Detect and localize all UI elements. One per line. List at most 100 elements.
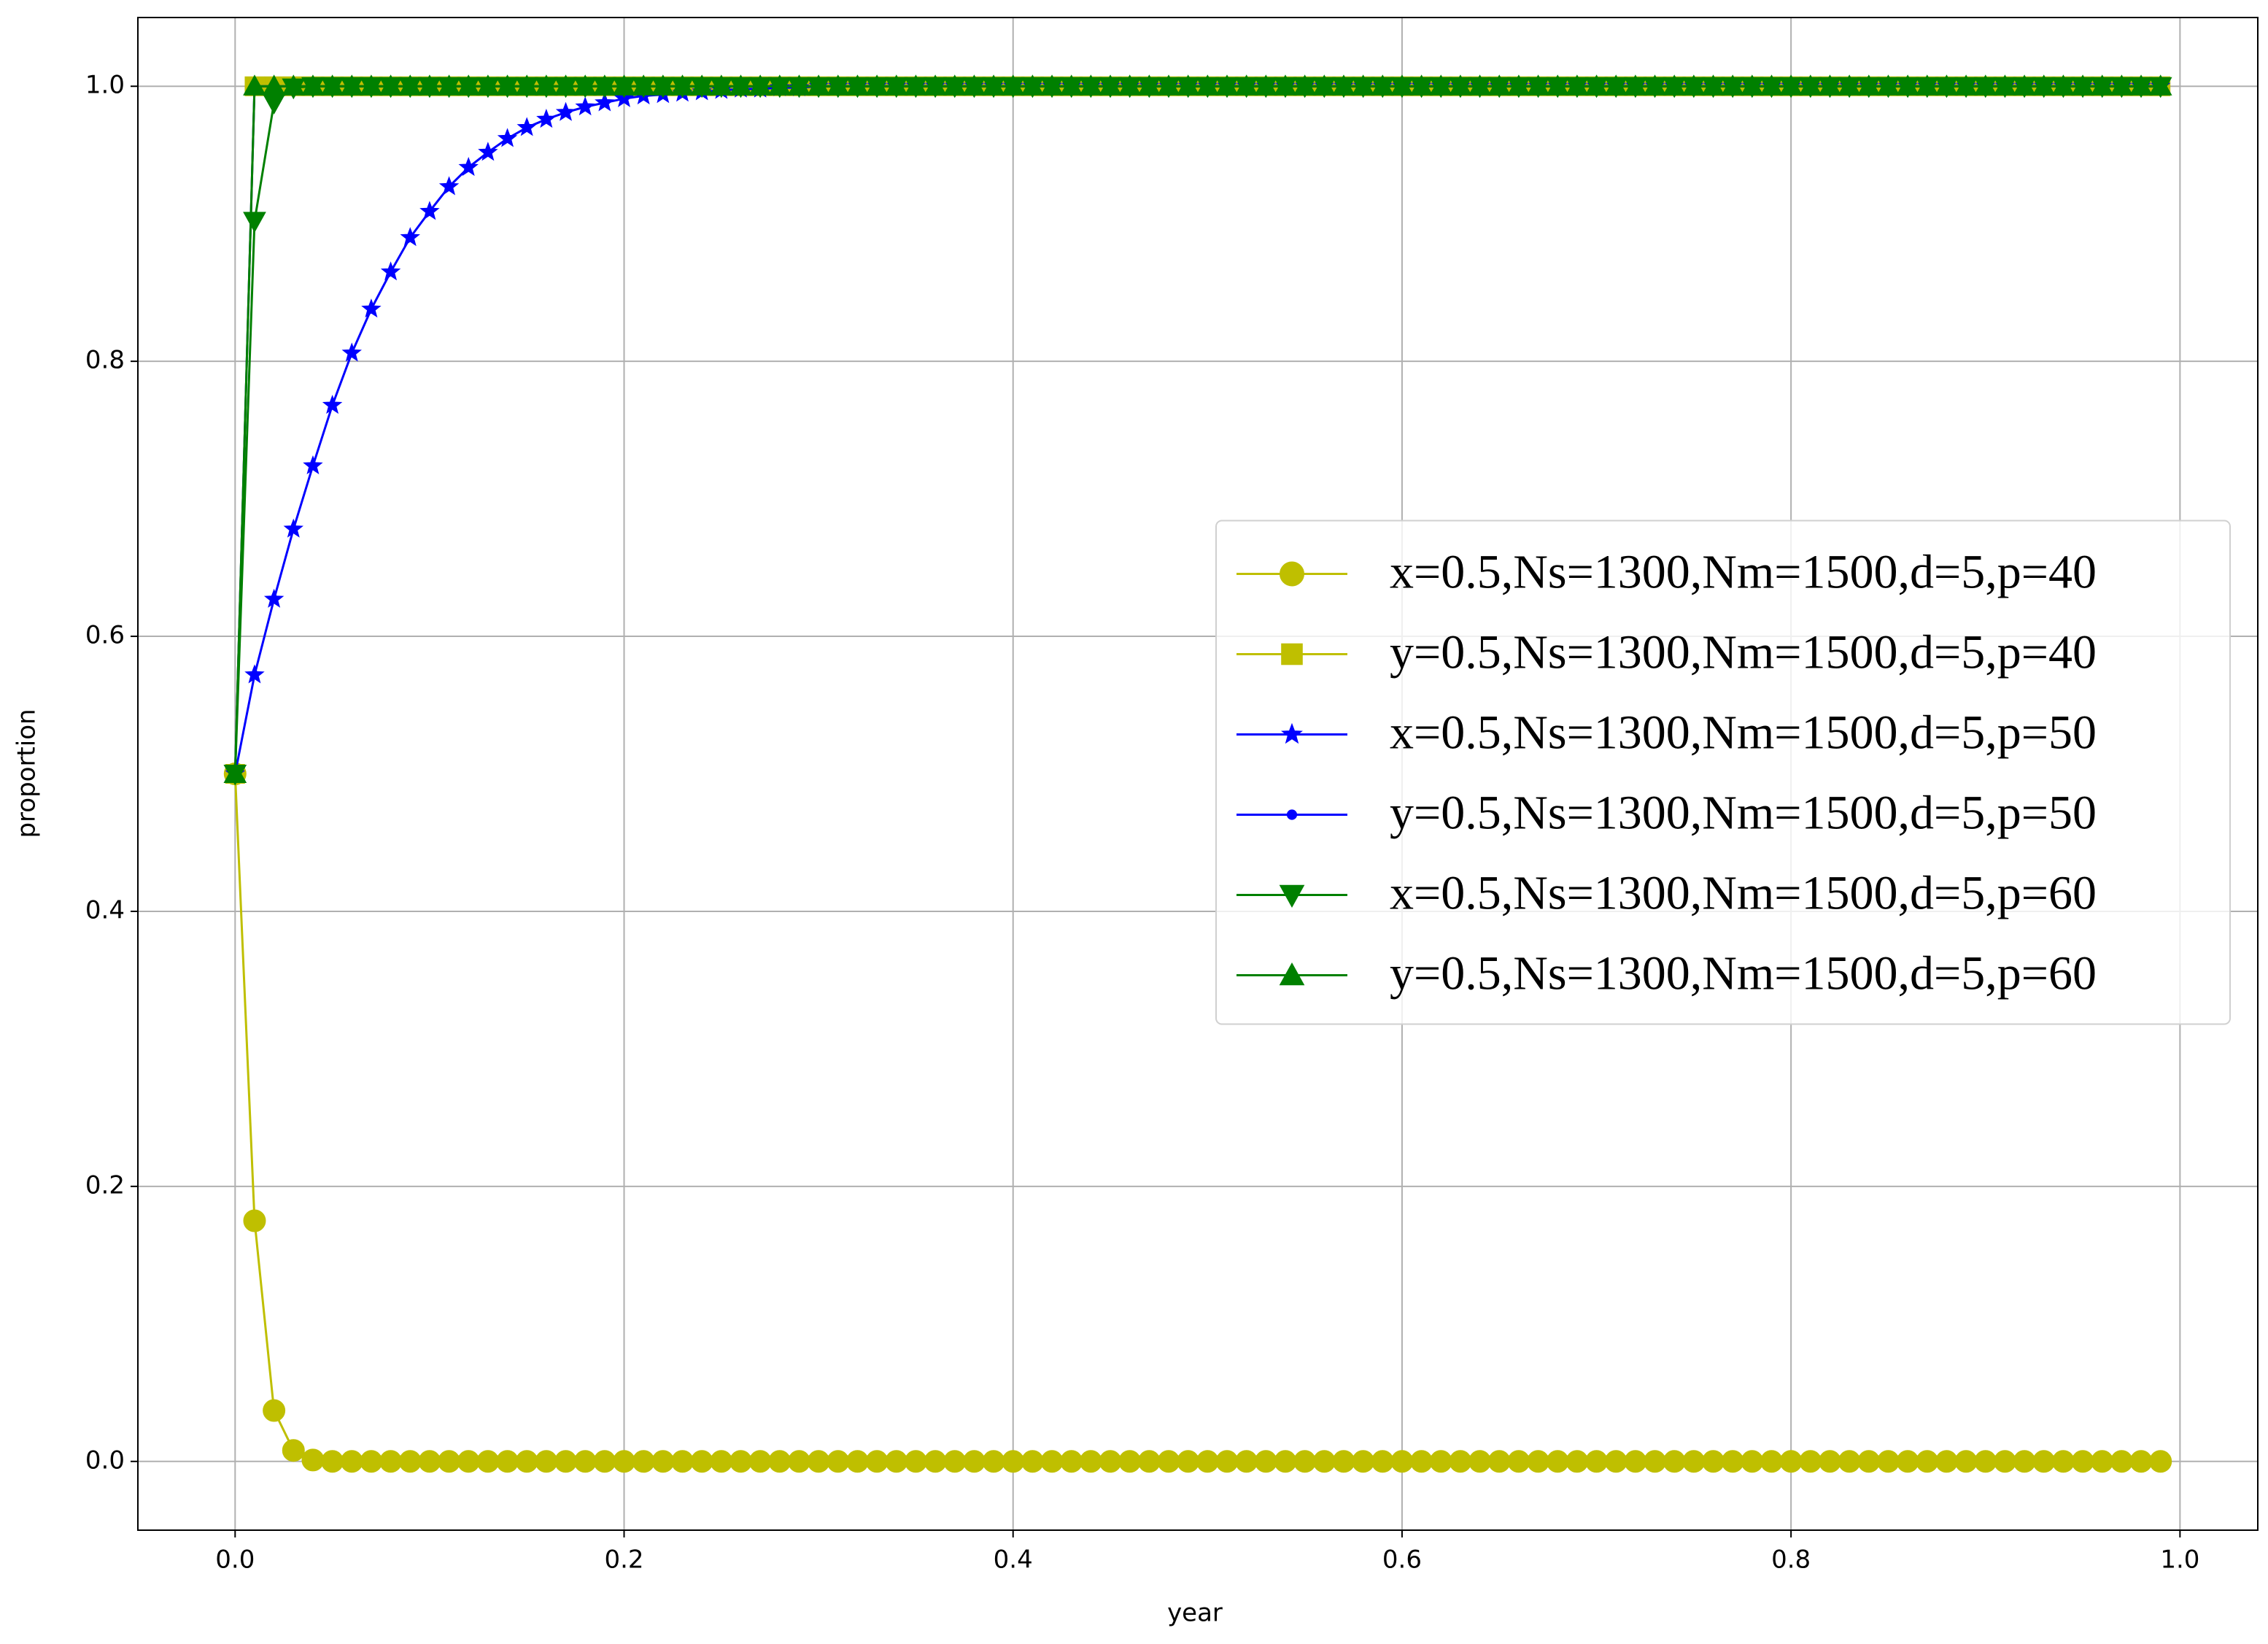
- marker: [632, 1450, 655, 1473]
- marker: [2071, 74, 2094, 96]
- marker: [982, 1450, 1005, 1473]
- marker: [787, 74, 811, 96]
- marker: [1644, 1450, 1667, 1473]
- marker: [1293, 1450, 1317, 1473]
- marker: [613, 1450, 636, 1473]
- marker: [340, 1450, 363, 1473]
- marker: [1274, 74, 1297, 96]
- marker: [826, 74, 850, 96]
- marker: [438, 176, 460, 196]
- marker: [1954, 74, 1978, 96]
- marker: [398, 1450, 422, 1473]
- marker: [2013, 74, 2036, 96]
- legend-label: x=0.5,Ns=1300,Nm=1500,d=5,p=40: [1390, 546, 2097, 599]
- marker: [555, 101, 576, 121]
- y-tick-label: 0.4: [85, 895, 125, 925]
- y-axis-label: proportion: [12, 709, 42, 838]
- marker: [1624, 1450, 1647, 1473]
- marker: [1332, 1450, 1355, 1473]
- marker: [845, 1450, 869, 1473]
- marker: [1682, 1450, 1706, 1473]
- marker: [612, 74, 636, 96]
- y-tick-label: 0.6: [85, 621, 125, 650]
- marker: [1468, 74, 1492, 96]
- legend-label: y=0.5,Ns=1300,Nm=1500,d=5,p=60: [1390, 947, 2097, 1000]
- marker: [476, 74, 500, 96]
- marker: [1565, 74, 1589, 96]
- marker: [807, 1450, 830, 1473]
- marker: [1876, 74, 1900, 96]
- marker: [379, 1450, 403, 1473]
- marker: [418, 74, 441, 96]
- marker: [361, 298, 382, 318]
- marker: [1157, 74, 1180, 96]
- marker: [1585, 1450, 1609, 1473]
- marker: [1157, 1450, 1180, 1473]
- marker: [1546, 1450, 1569, 1473]
- marker: [322, 395, 343, 414]
- marker: [827, 1450, 850, 1473]
- marker: [1916, 1450, 1939, 1473]
- marker: [419, 201, 440, 220]
- marker: [1721, 1450, 1744, 1473]
- marker: [1876, 1450, 1900, 1473]
- marker: [1449, 74, 1472, 96]
- marker: [379, 74, 403, 96]
- marker: [2129, 1450, 2153, 1473]
- x-tick-label: 0.2: [604, 1545, 643, 1575]
- marker: [262, 74, 286, 96]
- y-tick-label: 0.0: [85, 1446, 125, 1475]
- marker: [1410, 1450, 1433, 1473]
- marker: [632, 74, 656, 96]
- marker: [1702, 1450, 1725, 1473]
- marker: [243, 1209, 266, 1232]
- marker: [437, 74, 461, 96]
- marker: [865, 1450, 889, 1473]
- marker: [1857, 74, 1881, 96]
- marker: [1279, 884, 1305, 908]
- marker: [303, 455, 323, 475]
- marker: [535, 1450, 558, 1473]
- marker: [400, 227, 420, 247]
- marker: [573, 74, 597, 96]
- marker: [1279, 962, 1305, 986]
- marker: [651, 1450, 675, 1473]
- legend: x=0.5,Ns=1300,Nm=1500,d=5,p=40 y=0.5,Ns=1…: [1215, 520, 2231, 1025]
- marker: [301, 74, 325, 96]
- marker: [768, 1450, 792, 1473]
- marker: [787, 1450, 810, 1473]
- marker: [243, 74, 266, 96]
- marker: [1935, 1450, 1958, 1473]
- marker: [458, 157, 479, 177]
- marker: [1059, 74, 1083, 96]
- x-tick-label: 0.8: [1771, 1545, 1811, 1575]
- marker: [496, 1450, 519, 1473]
- marker: [595, 92, 615, 112]
- marker: [1973, 74, 1997, 96]
- marker: [1234, 74, 1258, 96]
- marker: [748, 1450, 772, 1473]
- marker: [1079, 74, 1103, 96]
- marker: [2071, 1450, 2094, 1473]
- marker: [1468, 1450, 1492, 1473]
- marker: [1527, 1450, 1550, 1473]
- marker: [767, 74, 792, 96]
- marker: [1487, 1450, 1511, 1473]
- marker: [924, 1450, 947, 1473]
- marker: [1896, 74, 1919, 96]
- marker: [1507, 1450, 1530, 1473]
- marker: [1235, 1450, 1258, 1473]
- x-tick-label: 1.0: [2160, 1545, 2199, 1575]
- marker: [924, 74, 947, 96]
- marker: [1281, 722, 1303, 744]
- marker: [516, 117, 537, 136]
- marker: [554, 74, 578, 96]
- marker: [573, 1450, 597, 1473]
- marker: [418, 1450, 441, 1473]
- marker: [1546, 74, 1570, 96]
- x-tick-label: 0.0: [215, 1545, 255, 1575]
- marker: [1390, 1450, 1414, 1473]
- marker: [651, 74, 675, 96]
- marker: [320, 74, 344, 96]
